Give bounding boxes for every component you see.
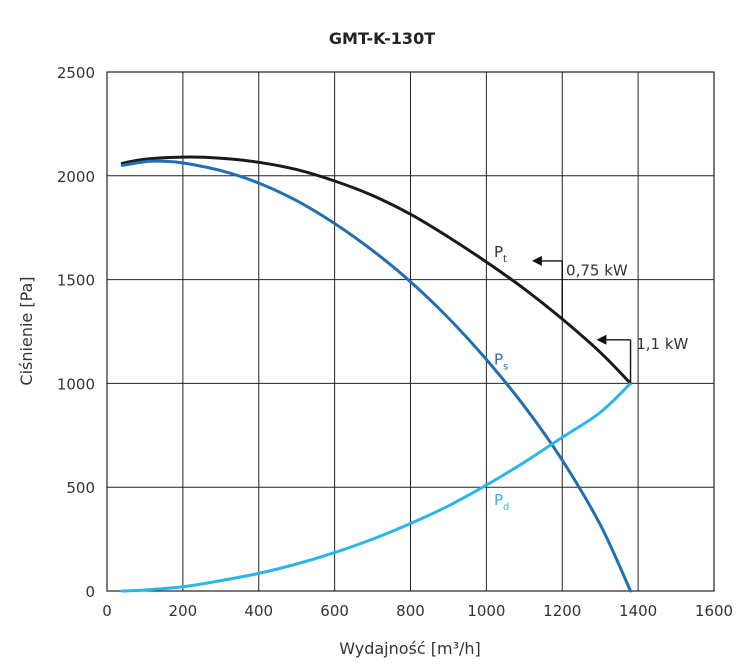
x-tick-label: 800: [396, 602, 425, 620]
y-tick-label: 2500: [57, 64, 95, 82]
y-tick-label: 1000: [57, 375, 95, 393]
x-tick-label: 1200: [543, 602, 581, 620]
grid: [106, 71, 715, 592]
plot-frame: [106, 71, 715, 592]
series-label-pt: Pt: [494, 243, 507, 265]
x-axis-label: Wydajność [m³/h]: [339, 639, 481, 658]
annotation-label: 1,1 kW: [636, 335, 688, 353]
series-line-pd: [120, 381, 632, 593]
series-line-pt: [120, 155, 632, 385]
series-label-ps: Ps: [494, 351, 508, 373]
y-tick-label: 2000: [57, 168, 95, 186]
power-annotation-1: 0,75 kW: [531, 255, 628, 320]
x-tick-label: 0: [102, 602, 112, 620]
y-tick-label: 1500: [57, 272, 95, 290]
series-lines: [120, 155, 632, 593]
x-tick-label: 1400: [619, 602, 657, 620]
series-labels: Pt Ps Pd: [494, 243, 509, 513]
series-label-pd: Pd: [494, 491, 509, 513]
power-annotation-2: 1,1 kW: [596, 334, 689, 384]
y-axis-label: Ciśnienie [Pa]: [17, 276, 36, 385]
series-line-ps: [120, 159, 632, 593]
y-tick-label: 500: [66, 479, 95, 497]
annotation-label: 0,75 kW: [566, 261, 628, 279]
x-tick-label: 600: [320, 602, 349, 620]
y-tick-label: 0: [85, 583, 95, 601]
tick-labels: 0 200 400 600 800 1000 1200 1400 1600 0 500 1000 150…: [57, 64, 733, 620]
x-tick-label: 400: [244, 602, 273, 620]
x-tick-label: 1600: [695, 602, 733, 620]
x-tick-label: 1000: [467, 602, 505, 620]
annotations: 0,75 kW 1,1 kW: [531, 255, 689, 384]
x-tick-label: 200: [169, 602, 198, 620]
annotation-arrowhead: [531, 255, 542, 266]
annotation-arrowhead: [596, 334, 607, 345]
chart-title: GMT-K-130T: [329, 29, 435, 48]
